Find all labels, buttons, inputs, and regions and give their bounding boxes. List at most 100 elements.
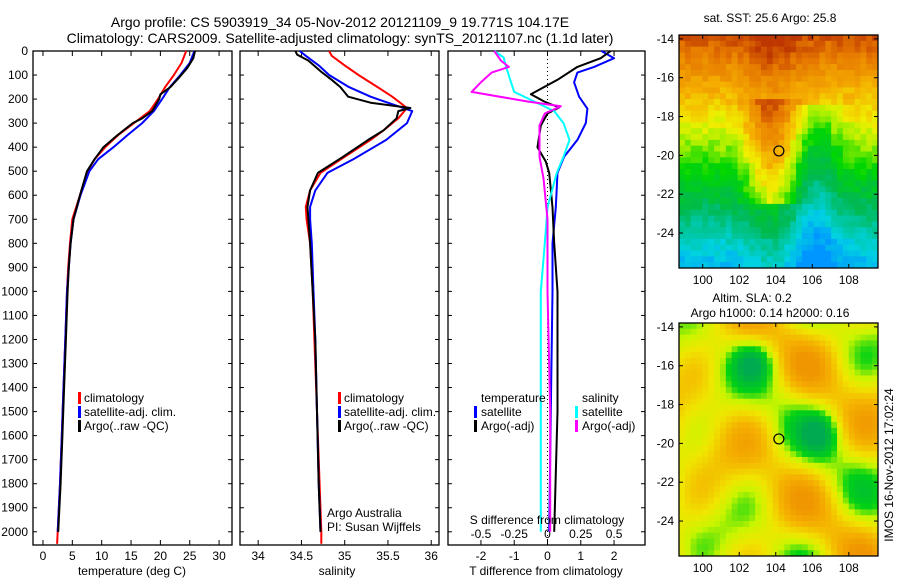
map-cell [731,538,739,545]
map-cell [813,168,820,176]
map-cell [743,538,750,545]
map-cell [778,145,785,153]
map-cell [825,392,832,400]
map-cell [684,40,692,48]
map-cell [755,521,762,528]
y-tick-label: 1800 [1,477,28,491]
map-cell [731,427,739,435]
map-cell [731,250,739,257]
map-cell [725,244,733,252]
map-cell [819,244,826,252]
map-cell [702,250,709,257]
map-cell [801,334,809,341]
map-cell [872,521,879,528]
map-cell [684,392,692,400]
map-cell [708,427,715,435]
map-cell [790,416,797,423]
map-cell [831,198,838,205]
map-cell [714,104,721,112]
map-cell [790,145,797,153]
map-cell [719,215,727,222]
map-cell [860,532,867,540]
map-cell [749,451,756,458]
map-cell [755,474,762,481]
map-cell [801,340,809,347]
map-cell [679,75,686,83]
map-cell [819,46,826,53]
map-cell [737,422,744,429]
map-cell [848,357,856,365]
map-cell [813,369,820,376]
map-cell [819,110,826,118]
map-cell [684,46,692,53]
map-cell [684,75,692,83]
map-cell [825,515,832,522]
map-cell [790,69,797,77]
map-cell [842,328,850,336]
map-cell [854,427,861,435]
map-cell [760,198,768,205]
map-cell [801,445,809,452]
map-cell [749,221,756,228]
map-cell [737,151,744,158]
map-cell [801,515,809,522]
map-cell [696,203,703,211]
map-cell [796,410,803,417]
map-cell [813,521,820,528]
map-cell [755,215,762,222]
map-cell [778,35,785,42]
map-cell [801,375,809,382]
map-cell [702,503,709,510]
map-cell [790,151,797,158]
map-cell [796,256,803,263]
map-cell [860,198,867,205]
map-cell [813,99,820,106]
map-cell [819,116,826,123]
map-cell [813,238,820,246]
map-cell [807,422,815,429]
map-cell [743,58,750,65]
map-cell [749,256,756,263]
map-cell [708,334,715,341]
map-cell [679,244,686,252]
map-cell [778,352,785,359]
map-cell [731,433,739,441]
map-cell [743,526,750,534]
map-cell [755,509,762,516]
map-cell [801,244,809,252]
map-cell [837,99,844,106]
map-cell [755,180,762,187]
map-cell [848,238,856,246]
map-cell [702,163,709,170]
map-cell [842,503,850,510]
map-cell [725,69,733,77]
map-cell [737,233,744,240]
map-cell [854,87,861,94]
map-cell [755,151,762,158]
map-cell [784,323,791,330]
map-cell [860,174,867,182]
map-cell [760,451,768,458]
map-cell [766,509,774,516]
map-cell [854,69,861,77]
map-cell [755,410,762,417]
map-cell [866,104,873,112]
map-cell [702,256,709,263]
map-cell [778,227,785,234]
map-cell [743,445,750,452]
map-cell [813,468,820,475]
map-cell [731,486,739,493]
map-cell [825,462,832,470]
map-cell [819,221,826,228]
series-line-argo-raw-qc- [57,50,196,532]
map-cell [755,104,762,112]
map-cell [807,46,815,53]
map-cell [719,387,727,394]
map-cell [825,381,832,388]
map-cell [684,203,692,211]
map-cell [848,451,856,458]
map-cell [714,381,721,388]
map-cell [825,375,832,382]
map-cell [743,392,750,400]
map-cell [807,439,815,446]
